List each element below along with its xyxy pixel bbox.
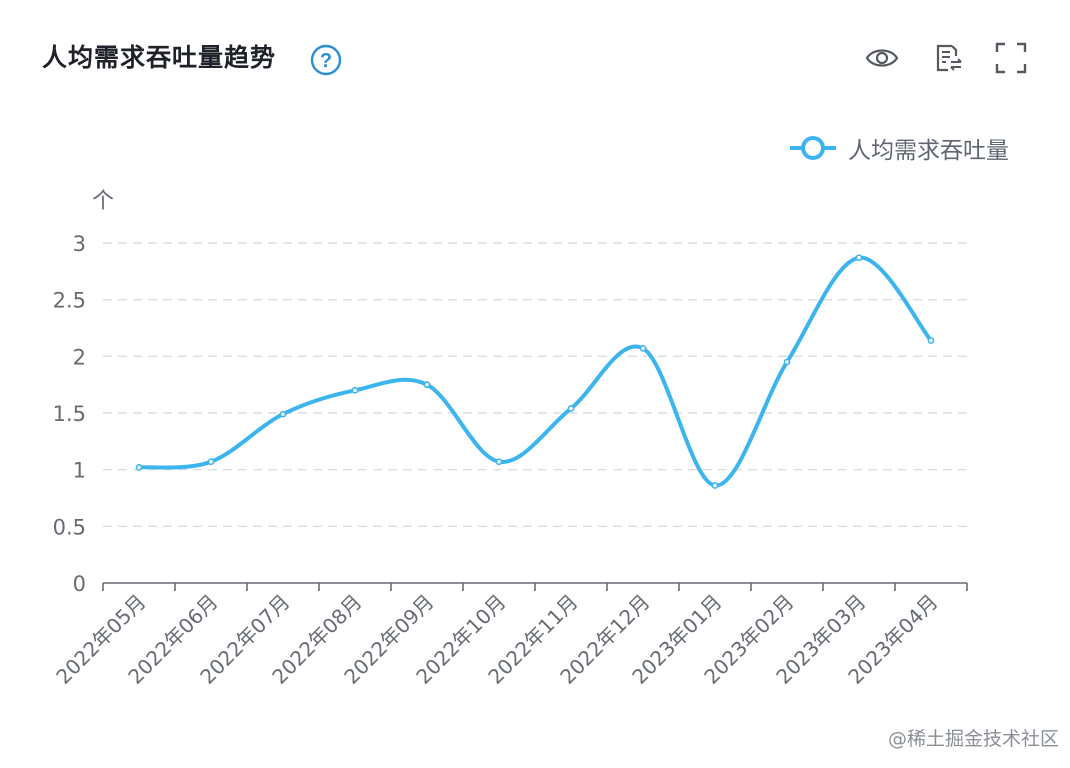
y-tick-label: 0 [73, 572, 86, 596]
data-point [495, 458, 503, 466]
data-point [279, 410, 287, 418]
data-point [855, 254, 863, 262]
data-point [567, 405, 575, 412]
help-icon[interactable]: ? [310, 44, 342, 76]
y-tick-label: 3 [73, 232, 86, 256]
help-symbol: ? [320, 50, 332, 72]
data-point [135, 463, 143, 471]
data-point [639, 344, 647, 352]
chart-legend[interactable]: 人均需求吞吐量 [788, 130, 1009, 166]
y-tick-label: 2 [73, 345, 86, 369]
y-tick-label: 2.5 [53, 289, 86, 313]
y-tick-label: 0.5 [53, 515, 86, 539]
data-point [423, 381, 431, 389]
y-axis-unit: 个 [92, 189, 114, 214]
data-point [783, 358, 791, 366]
y-tick-label: 1.5 [53, 402, 86, 426]
watermark: @稀土掘金技术社区 [888, 728, 1060, 750]
data-point [927, 337, 935, 344]
data-point [711, 482, 719, 489]
chart-title: 人均需求吞吐量趋势 [42, 43, 277, 72]
data-point [207, 458, 215, 466]
series-line [137, 255, 933, 488]
fullscreen-icon[interactable] [993, 40, 1029, 76]
y-tick-label: 1 [73, 459, 86, 483]
legend-marker-icon [790, 136, 836, 160]
eye-icon[interactable] [864, 40, 900, 76]
table-switch-icon[interactable] [930, 40, 966, 76]
data-point [351, 386, 359, 394]
legend-label: 人均需求吞吐量 [848, 138, 1009, 164]
